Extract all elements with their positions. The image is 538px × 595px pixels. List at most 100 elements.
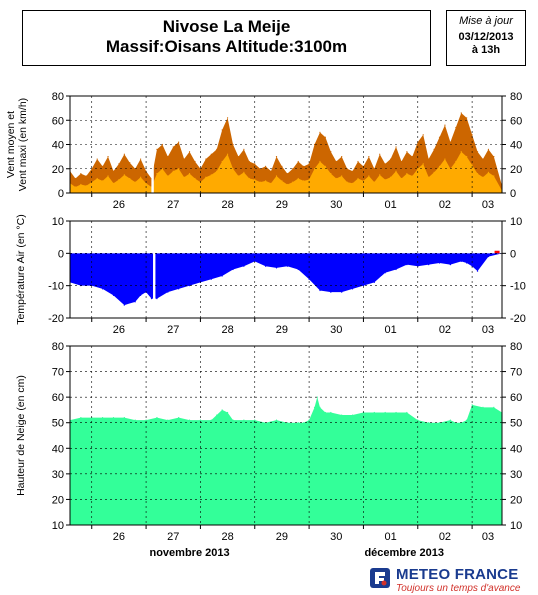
y-axis-label: Hauteur de Neige (en cm): [15, 375, 27, 496]
wind-mean-point: [286, 183, 288, 186]
wind-max-point: [444, 124, 446, 126]
snow-depth-point: [493, 406, 495, 408]
wind-mean-point: [248, 177, 250, 180]
wind-max-point: [156, 148, 158, 150]
x-day-label: 03: [482, 199, 494, 211]
x-day-label: 27: [167, 324, 179, 336]
y-tick-label-left: 70: [52, 367, 64, 379]
wind-max-point: [455, 126, 457, 129]
y-tick-label-right: 0: [510, 188, 516, 200]
temperature-point: [102, 288, 104, 290]
snow-depth-point: [428, 422, 430, 424]
temperature-point: [319, 289, 321, 292]
x-day-label: 30: [330, 324, 342, 336]
wind-mean-point: [107, 175, 109, 177]
wind-max-point: [123, 153, 125, 155]
brand-name: METEO FRANCE: [396, 566, 519, 583]
y-axis-label: Température Air (en °C): [15, 214, 27, 324]
y-tick-label-right: 60: [510, 392, 522, 404]
y-tick-label-left: 40: [52, 443, 64, 455]
y-tick-label-right: 40: [510, 443, 522, 455]
temperature-point: [351, 288, 354, 290]
snow-depth-point: [243, 419, 245, 421]
x-day-label: 01: [384, 531, 396, 543]
wind-max-point: [390, 158, 392, 160]
temperature-point: [178, 288, 180, 290]
temperature-point: [330, 291, 332, 293]
temperature-point: [308, 278, 310, 280]
wind-max-point: [161, 143, 163, 146]
y-tick-label-left: 60: [52, 115, 64, 127]
temperature-point: [406, 264, 408, 266]
y-tick-label-right: 30: [510, 469, 522, 481]
x-day-label: 02: [439, 199, 451, 211]
wind-mean-point: [428, 176, 430, 178]
meteo-france-emblem-icon: [370, 568, 390, 588]
wind-mean-point: [460, 151, 462, 153]
temperature-point: [232, 268, 234, 271]
wind-mean-point: [205, 176, 207, 178]
temperature-point: [156, 298, 158, 300]
wind-max-point: [129, 162, 131, 164]
wind-max-point: [188, 151, 191, 153]
temperature-point: [286, 265, 288, 267]
y-tick-label-left: 0: [58, 248, 64, 260]
y-tick-label-left: 40: [52, 140, 64, 152]
wind-mean-point: [308, 179, 310, 181]
x-day-label: 29: [276, 531, 288, 543]
snow-depth-point: [303, 422, 305, 424]
wind-max-point: [102, 165, 104, 167]
wind-mean-point: [194, 177, 196, 180]
temperature-point: [167, 291, 169, 293]
wind-mean-point: [178, 168, 180, 170]
x-day-label: 26: [113, 324, 125, 336]
y-tick-label-left: 20: [52, 164, 64, 176]
y-tick-label-right: 10: [510, 520, 522, 532]
wind-max-point: [395, 146, 397, 148]
wind-mean-point: [275, 175, 278, 177]
wind-mean-point: [102, 180, 104, 182]
x-day-label: 29: [276, 324, 288, 336]
x-day-label: 03: [482, 531, 494, 543]
wind-mean-point: [188, 173, 191, 175]
x-day-label: 02: [439, 531, 451, 543]
y-tick-label-right: 0: [510, 248, 516, 260]
wind-mean-point: [487, 171, 490, 173]
massif-altitude: Massif:Oisans Altitude:3100m: [105, 37, 348, 56]
wind-max-point: [460, 112, 462, 114]
wind-mean-point: [265, 180, 267, 182]
wind-mean-point: [438, 165, 441, 167]
wind-mean-point: [297, 177, 299, 180]
wind-mean-point: [216, 170, 218, 172]
wind-max-point: [411, 156, 413, 158]
wind-max-point: [373, 168, 375, 170]
wind-mean-point: [471, 164, 473, 166]
wind-max-point: [167, 156, 169, 158]
x-day-label: 26: [113, 199, 125, 211]
wind-max-point: [112, 170, 115, 172]
x-day-label: 27: [167, 199, 179, 211]
temperature-point: [362, 285, 365, 287]
wind-max-point: [341, 156, 343, 158]
snow-depth-point: [351, 414, 354, 416]
wind-max-point: [482, 158, 484, 160]
x-month-label: décembre 2013: [364, 547, 444, 559]
y-tick-label-left: -10: [48, 281, 64, 293]
wind-mean-point: [74, 186, 77, 188]
snow-depth-point: [417, 419, 419, 421]
temperature-point: [221, 275, 223, 277]
update-box: Mise à jour 03/12/2013 à 13h: [446, 10, 526, 66]
snow-depth-point: [319, 406, 321, 408]
wind-mean-point: [406, 173, 408, 175]
wind-mean-point: [161, 168, 163, 170]
wind-max-point: [216, 148, 218, 150]
snow-depth-point: [178, 417, 180, 419]
wind-mean-point: [140, 176, 142, 178]
wind-max-point: [449, 141, 451, 143]
wind-max-point: [232, 143, 234, 146]
snow-depth-point: [297, 422, 299, 424]
wind-mean-point: [357, 177, 359, 180]
temperature-point: [140, 294, 142, 296]
wind-mean-point: [243, 171, 245, 173]
plot-area-1: [70, 221, 502, 318]
